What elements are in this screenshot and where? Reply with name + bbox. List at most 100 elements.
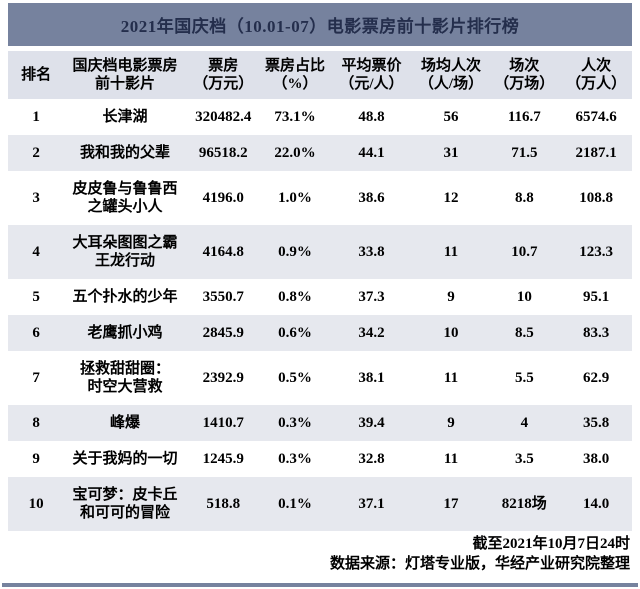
cell-share: 1.0% xyxy=(278,190,312,206)
cell-admissions: 62.9 xyxy=(582,370,610,386)
cell-admissions: 38.0 xyxy=(582,451,610,467)
cell-box-office: 4164.8 xyxy=(185,225,261,279)
cell-avg-attendance: 9 xyxy=(447,289,455,305)
table-row: 6 老鹰抓小鸡 2845.9 0.6% 34.2 10 8.5 83.3 xyxy=(8,315,632,351)
cell-avg-price: 37.3 xyxy=(358,289,385,305)
cell-avg-attendance: 11 xyxy=(413,225,489,279)
cell-share: 0.6% xyxy=(260,315,330,351)
cell-admissions: 123.3 xyxy=(560,225,632,279)
cell-avg-price: 34.2 xyxy=(329,315,414,351)
as-of-date: 截至2021年10月7日24时 xyxy=(472,536,630,552)
cell-share: 0.9% xyxy=(260,225,330,279)
cell-box-office: 96518.2 xyxy=(185,135,261,171)
cell-avg-attendance: 9 xyxy=(413,405,489,441)
table-row: 3 皮皮鲁与鲁鲁西 之罐头小人 4196.0 1.0% 38.6 12 8.8 … xyxy=(8,171,632,225)
cell-film-title: 关于我妈的一切 xyxy=(72,451,178,467)
cell-screenings: 8.8 xyxy=(514,190,534,206)
cell-film-title: 皮皮鲁与鲁鲁西 之罐头小人 xyxy=(72,181,178,215)
column-header-film: 国庆档电影票房 前十影片 xyxy=(64,51,186,99)
cell-rank: 10 xyxy=(8,477,65,531)
cell-share: 0.3% xyxy=(260,405,330,441)
cell-admissions: 2187.1 xyxy=(560,135,632,171)
cell-box-office: 4196.0 xyxy=(202,190,244,206)
bottom-accent-bar xyxy=(2,583,638,587)
cell-admissions: 35.8 xyxy=(560,405,632,441)
cell-screenings: 71.5 xyxy=(488,135,561,171)
box-office-table: 排名 国庆档电影票房 前十影片 票房 （万元） 票房占比 （%） 平均票价 （元… xyxy=(8,51,632,531)
cell-rank: 5 xyxy=(32,289,40,305)
column-header-admissions: 人次 （万人） xyxy=(560,51,632,99)
cell-avg-price: 48.8 xyxy=(358,109,385,125)
cell-admissions: 14.0 xyxy=(560,477,632,531)
cell-avg-price: 37.1 xyxy=(329,477,414,531)
cell-share: 0.3% xyxy=(278,451,312,467)
cell-avg-price: 33.8 xyxy=(329,225,414,279)
cell-film-title: 老鹰抓小鸡 xyxy=(64,315,186,351)
column-header-avg-attendance: 场均人次 （人/场） xyxy=(413,51,489,99)
data-source: 数据来源：灯塔专业版，华经产业研究院整理 xyxy=(329,556,630,573)
cell-admissions: 83.3 xyxy=(560,315,632,351)
cell-film-title: 拯救甜甜圈： 时空大营救 xyxy=(79,361,170,395)
column-header-rank: 排名 xyxy=(8,51,65,99)
cell-rank: 8 xyxy=(8,405,65,441)
cell-box-office: 2392.9 xyxy=(202,370,244,386)
cell-rank: 4 xyxy=(8,225,65,279)
table-row: 1 长津湖 320482.4 73.1% 48.8 56 116.7 6574.… xyxy=(8,99,632,135)
cell-screenings: 5.5 xyxy=(514,370,534,386)
table-row: 9 关于我妈的一切 1245.9 0.3% 32.8 11 3.5 38.0 xyxy=(8,441,632,477)
cell-film-title: 五个扑水的少年 xyxy=(72,289,178,305)
cell-box-office: 320482.4 xyxy=(195,109,252,125)
table-row: 4 大耳朵图图之霸 王龙行动 4164.8 0.9% 33.8 11 10.7 … xyxy=(8,225,632,279)
cell-avg-attendance: 17 xyxy=(413,477,489,531)
cell-avg-attendance: 12 xyxy=(443,190,459,206)
cell-film-title: 长津湖 xyxy=(102,109,148,125)
cell-avg-price: 44.1 xyxy=(329,135,414,171)
cell-film-title: 宝可梦：皮卡丘 和可可的冒险 xyxy=(64,477,186,531)
cell-avg-price: 32.8 xyxy=(358,451,385,467)
cell-box-office: 1245.9 xyxy=(202,451,244,467)
cell-screenings: 4 xyxy=(488,405,561,441)
cell-avg-price: 39.4 xyxy=(329,405,414,441)
header-row: 排名 国庆档电影票房 前十影片 票房 （万元） 票房占比 （%） 平均票价 （元… xyxy=(8,51,632,99)
cell-film-title: 峰爆 xyxy=(64,405,186,441)
cell-rank: 2 xyxy=(8,135,65,171)
cell-avg-attendance: 11 xyxy=(443,451,459,467)
table-row: 5 五个扑水的少年 3550.7 0.8% 37.3 9 10 95.1 xyxy=(8,279,632,315)
cell-avg-price: 38.6 xyxy=(358,190,385,206)
column-header-box-office: 票房 （万元） xyxy=(185,51,261,99)
column-header-avg-price: 平均票价 （元/人） xyxy=(329,51,414,99)
cell-box-office: 1410.7 xyxy=(185,405,261,441)
cell-share: 73.1% xyxy=(274,109,316,125)
cell-box-office: 2845.9 xyxy=(185,315,261,351)
cell-share: 0.5% xyxy=(278,370,312,386)
table-row: 10 宝可梦：皮卡丘 和可可的冒险 518.8 0.1% 37.1 17 821… xyxy=(8,477,632,531)
cell-admissions: 6574.6 xyxy=(575,109,617,125)
cell-avg-attendance: 10 xyxy=(413,315,489,351)
cell-rank: 7 xyxy=(32,370,40,386)
cell-film-title: 大耳朵图图之霸 王龙行动 xyxy=(64,225,186,279)
cell-rank: 6 xyxy=(8,315,65,351)
cell-rank: 9 xyxy=(32,451,40,467)
cell-screenings: 3.5 xyxy=(514,451,534,467)
cell-avg-attendance: 11 xyxy=(443,370,459,386)
table-row: 2 我和我的父辈 96518.2 22.0% 44.1 31 71.5 2187… xyxy=(8,135,632,171)
table-footer: 截至2021年10月7日24时 数据来源：灯塔专业版，华经产业研究院整理 xyxy=(10,534,630,575)
page-title: 2021年国庆档（10.01-07）电影票房前十影片排行榜 xyxy=(120,17,520,36)
cell-admissions: 108.8 xyxy=(579,190,613,206)
table-row: 8 峰爆 1410.7 0.3% 39.4 9 4 35.8 xyxy=(8,405,632,441)
cell-screenings: 10 xyxy=(516,289,532,305)
cell-rank: 1 xyxy=(32,109,40,125)
table-row: 7 拯救甜甜圈： 时空大营救 2392.9 0.5% 38.1 11 5.5 6… xyxy=(8,351,632,405)
column-header-screenings: 场次 （万场） xyxy=(488,51,561,99)
cell-screenings: 8218场 xyxy=(488,477,561,531)
cell-screenings: 10.7 xyxy=(488,225,561,279)
cell-share: 22.0% xyxy=(260,135,330,171)
cell-avg-price: 38.1 xyxy=(358,370,385,386)
column-header-share: 票房占比 （%） xyxy=(260,51,330,99)
cell-film-title: 我和我的父辈 xyxy=(64,135,186,171)
cell-box-office: 518.8 xyxy=(185,477,261,531)
cell-share: 0.1% xyxy=(260,477,330,531)
cell-screenings: 116.7 xyxy=(507,109,541,125)
cell-avg-attendance: 56 xyxy=(443,109,459,125)
